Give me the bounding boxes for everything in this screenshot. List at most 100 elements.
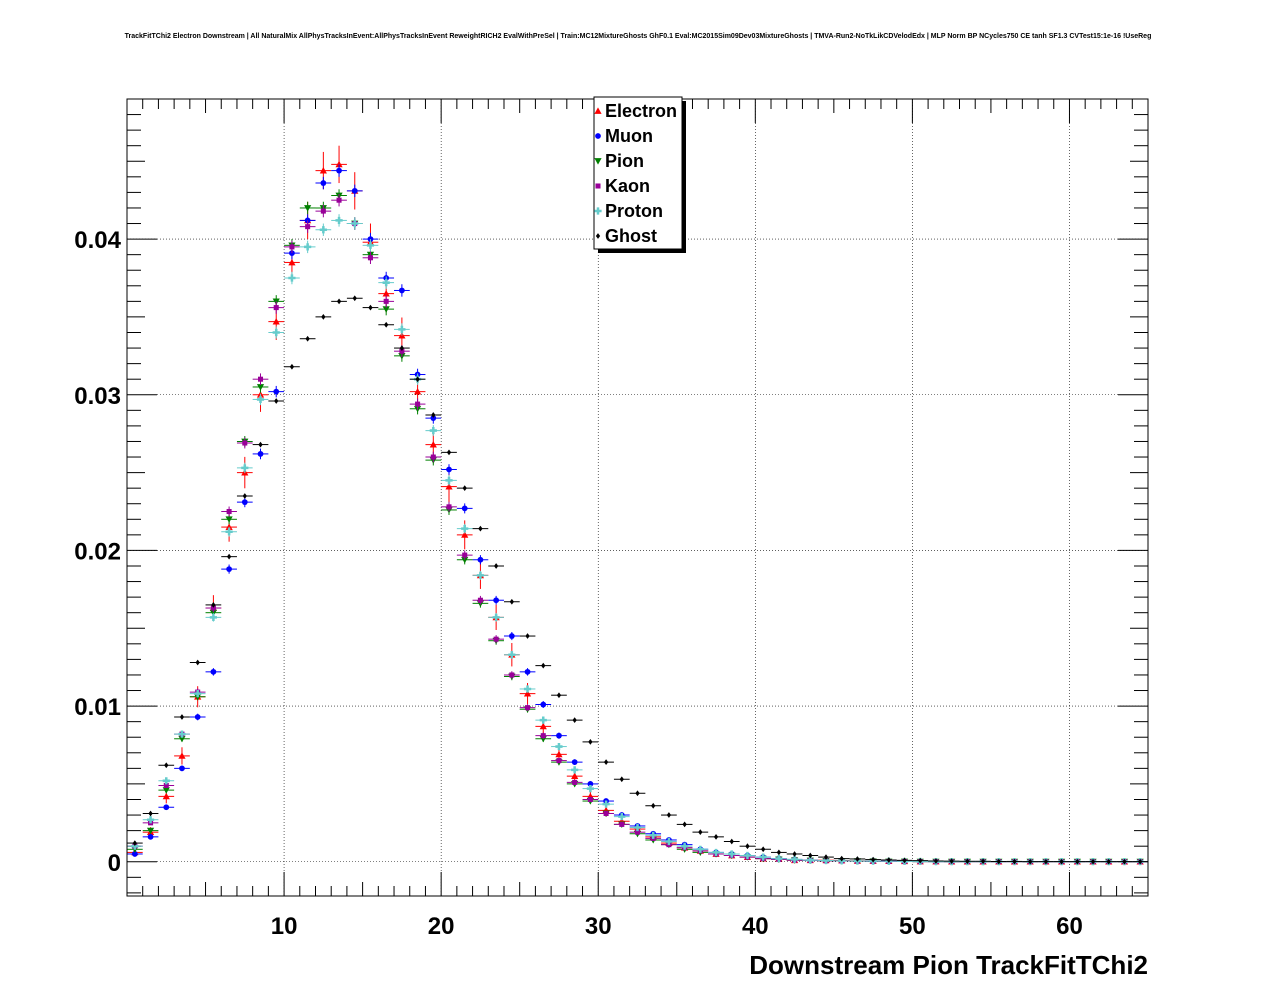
muon-point (477, 556, 484, 563)
muon-point (556, 732, 562, 739)
y-tick-label: 0.02 (74, 538, 121, 565)
ghost-point (305, 335, 310, 342)
kaon-point (320, 208, 326, 214)
series-pion (127, 189, 1148, 866)
ghost-point (933, 858, 939, 864)
ghost-point (525, 633, 530, 639)
ghost-point (713, 833, 719, 840)
kaon-point (415, 401, 421, 407)
ghost-point (462, 485, 467, 492)
kaon-point (383, 298, 389, 304)
ghost-point (965, 858, 970, 865)
proton-point (256, 395, 265, 404)
proton-point (194, 690, 202, 698)
proton-point (775, 855, 783, 863)
proton-point (461, 525, 469, 533)
proton-point (335, 216, 343, 225)
proton-point (492, 613, 500, 621)
ghost-point (1106, 858, 1111, 865)
x-tick-label: 40 (742, 913, 769, 940)
muon-point (571, 759, 578, 766)
ghost-point (588, 739, 593, 745)
ghost-point (195, 659, 200, 666)
pion-point (382, 306, 390, 313)
electron-point (382, 289, 390, 297)
ghost-point (431, 412, 436, 418)
ghost-point (666, 812, 672, 818)
proton-point (241, 464, 249, 472)
muon-point (540, 701, 547, 708)
kaon-point (242, 440, 248, 446)
kaon-point (634, 829, 641, 835)
x-tick-label: 50 (899, 913, 926, 940)
proton-point (351, 219, 359, 228)
legend-marker-proton (594, 207, 602, 215)
ghost-point (132, 840, 138, 846)
proton-point (571, 766, 579, 774)
legend-marker-electron (594, 107, 602, 114)
ghost-point (698, 829, 703, 836)
electron-point (461, 531, 469, 538)
proton-point (366, 241, 375, 249)
proton-point (288, 274, 296, 282)
legend-label-proton: Proton (605, 201, 663, 221)
ghost-point (1012, 858, 1017, 865)
muon-point (163, 804, 170, 811)
x-tick-label: 30 (585, 913, 612, 940)
muon-point (461, 505, 468, 512)
proton-point (602, 800, 610, 808)
ghost-point (179, 714, 185, 720)
ghost-point (996, 858, 1001, 865)
legend-item-electron: Electron (594, 101, 677, 121)
ghost-point (321, 314, 326, 320)
ghost-point (839, 855, 844, 862)
kaon-point (619, 821, 625, 827)
x-tick-label: 60 (1056, 913, 1083, 940)
kaon-point (289, 244, 295, 250)
electron-point (178, 752, 186, 759)
proton-point (319, 226, 327, 234)
proton-point (398, 325, 406, 333)
muon-point (194, 714, 201, 720)
x-tick-label: 10 (271, 913, 298, 940)
proton-point (131, 842, 139, 850)
y-tick-label: 0.03 (74, 383, 121, 410)
ghost-point (289, 363, 295, 370)
electron-point (523, 690, 532, 697)
muon-point (273, 388, 280, 395)
ghost-point (886, 857, 891, 863)
legend-label-electron: Electron (605, 101, 677, 121)
x-axis-title: Downstream Pion TrackFitTChi2 (749, 950, 1148, 980)
proton-point (586, 784, 594, 793)
proton-point (429, 426, 437, 435)
proton-point (633, 823, 642, 832)
electron-point (319, 167, 327, 174)
ghost-point (682, 821, 687, 828)
chart-title: TrackFitTChi2 Electron Downstream | All … (124, 33, 1152, 40)
legend-item-pion: Pion (594, 151, 644, 171)
pion-point (225, 516, 233, 523)
electron-point (571, 772, 579, 780)
ghost-point (949, 858, 954, 865)
kaon-point (210, 605, 216, 611)
electron-point (225, 523, 233, 530)
electron-point (555, 750, 563, 758)
muon-point (508, 633, 515, 639)
ghost-point (729, 838, 734, 845)
legend-item-ghost: Ghost (595, 226, 657, 246)
legend-label-muon: Muon (605, 126, 653, 146)
muon-point (399, 287, 405, 294)
kaon-point (257, 376, 264, 382)
electron-point (429, 440, 437, 448)
proton-point (146, 816, 155, 824)
muon-point (493, 597, 500, 604)
pion-point (162, 787, 170, 794)
muon-point (179, 765, 185, 772)
proton-point (304, 243, 312, 251)
electron-point (445, 483, 453, 490)
ghost-point (446, 449, 452, 456)
kaon-point (336, 197, 342, 203)
proton-point (272, 328, 280, 337)
series-kaon (127, 193, 1148, 865)
proton-point (508, 651, 516, 659)
